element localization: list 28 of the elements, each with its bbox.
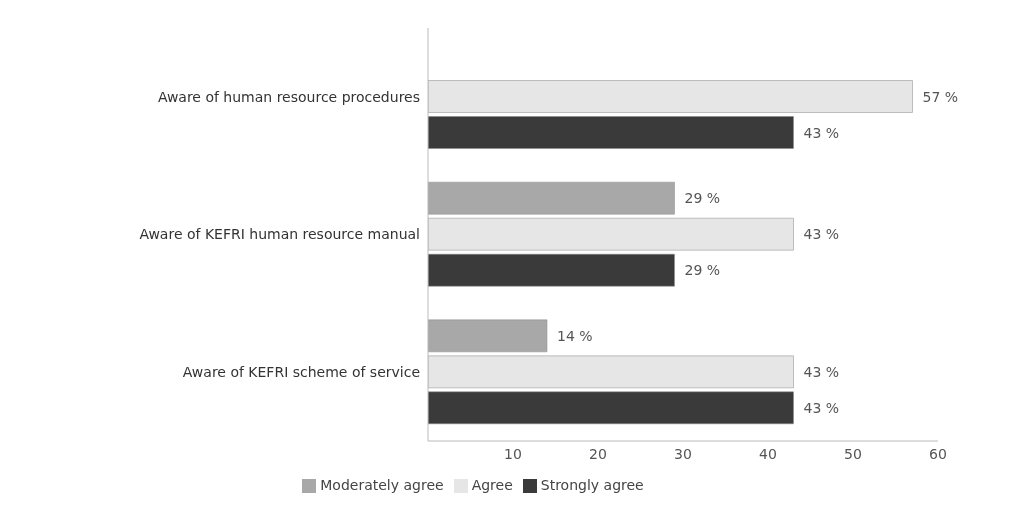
bar: [428, 253, 675, 287]
legend-label: Agree: [471, 477, 513, 493]
bar: [428, 181, 675, 215]
data-label: 43 %: [803, 226, 840, 243]
x-tick-label: 10: [504, 445, 522, 462]
bar: [428, 217, 794, 251]
legend-label: Strongly agree: [540, 477, 644, 493]
data-label: 29 %: [684, 262, 721, 279]
x-tick-label: 60: [929, 445, 947, 462]
data-label: 43 %: [803, 363, 840, 380]
x-tick-label: 30: [674, 445, 692, 462]
bar: [428, 391, 794, 425]
bar: [428, 355, 794, 389]
bar: [428, 319, 548, 353]
data-label: 43 %: [803, 399, 840, 416]
bar: [428, 80, 913, 113]
x-tick-label: 40: [759, 445, 777, 462]
data-label: 14 %: [557, 327, 593, 344]
data-label: 43 %: [803, 124, 840, 141]
bar: [428, 116, 794, 149]
data-label: 57 %: [922, 88, 959, 105]
data-label: 29 %: [684, 190, 721, 207]
x-tick-label: 20: [589, 445, 607, 462]
legend-label: Moderately agree: [320, 477, 444, 493]
y-tick-label: Aware of KEFRI human resource manual: [139, 226, 420, 243]
y-tick-label: Aware of KEFRI scheme of service: [182, 364, 420, 381]
y-tick-label: Aware of human resource procedures: [157, 88, 420, 105]
x-tick-label: 50: [844, 445, 862, 462]
